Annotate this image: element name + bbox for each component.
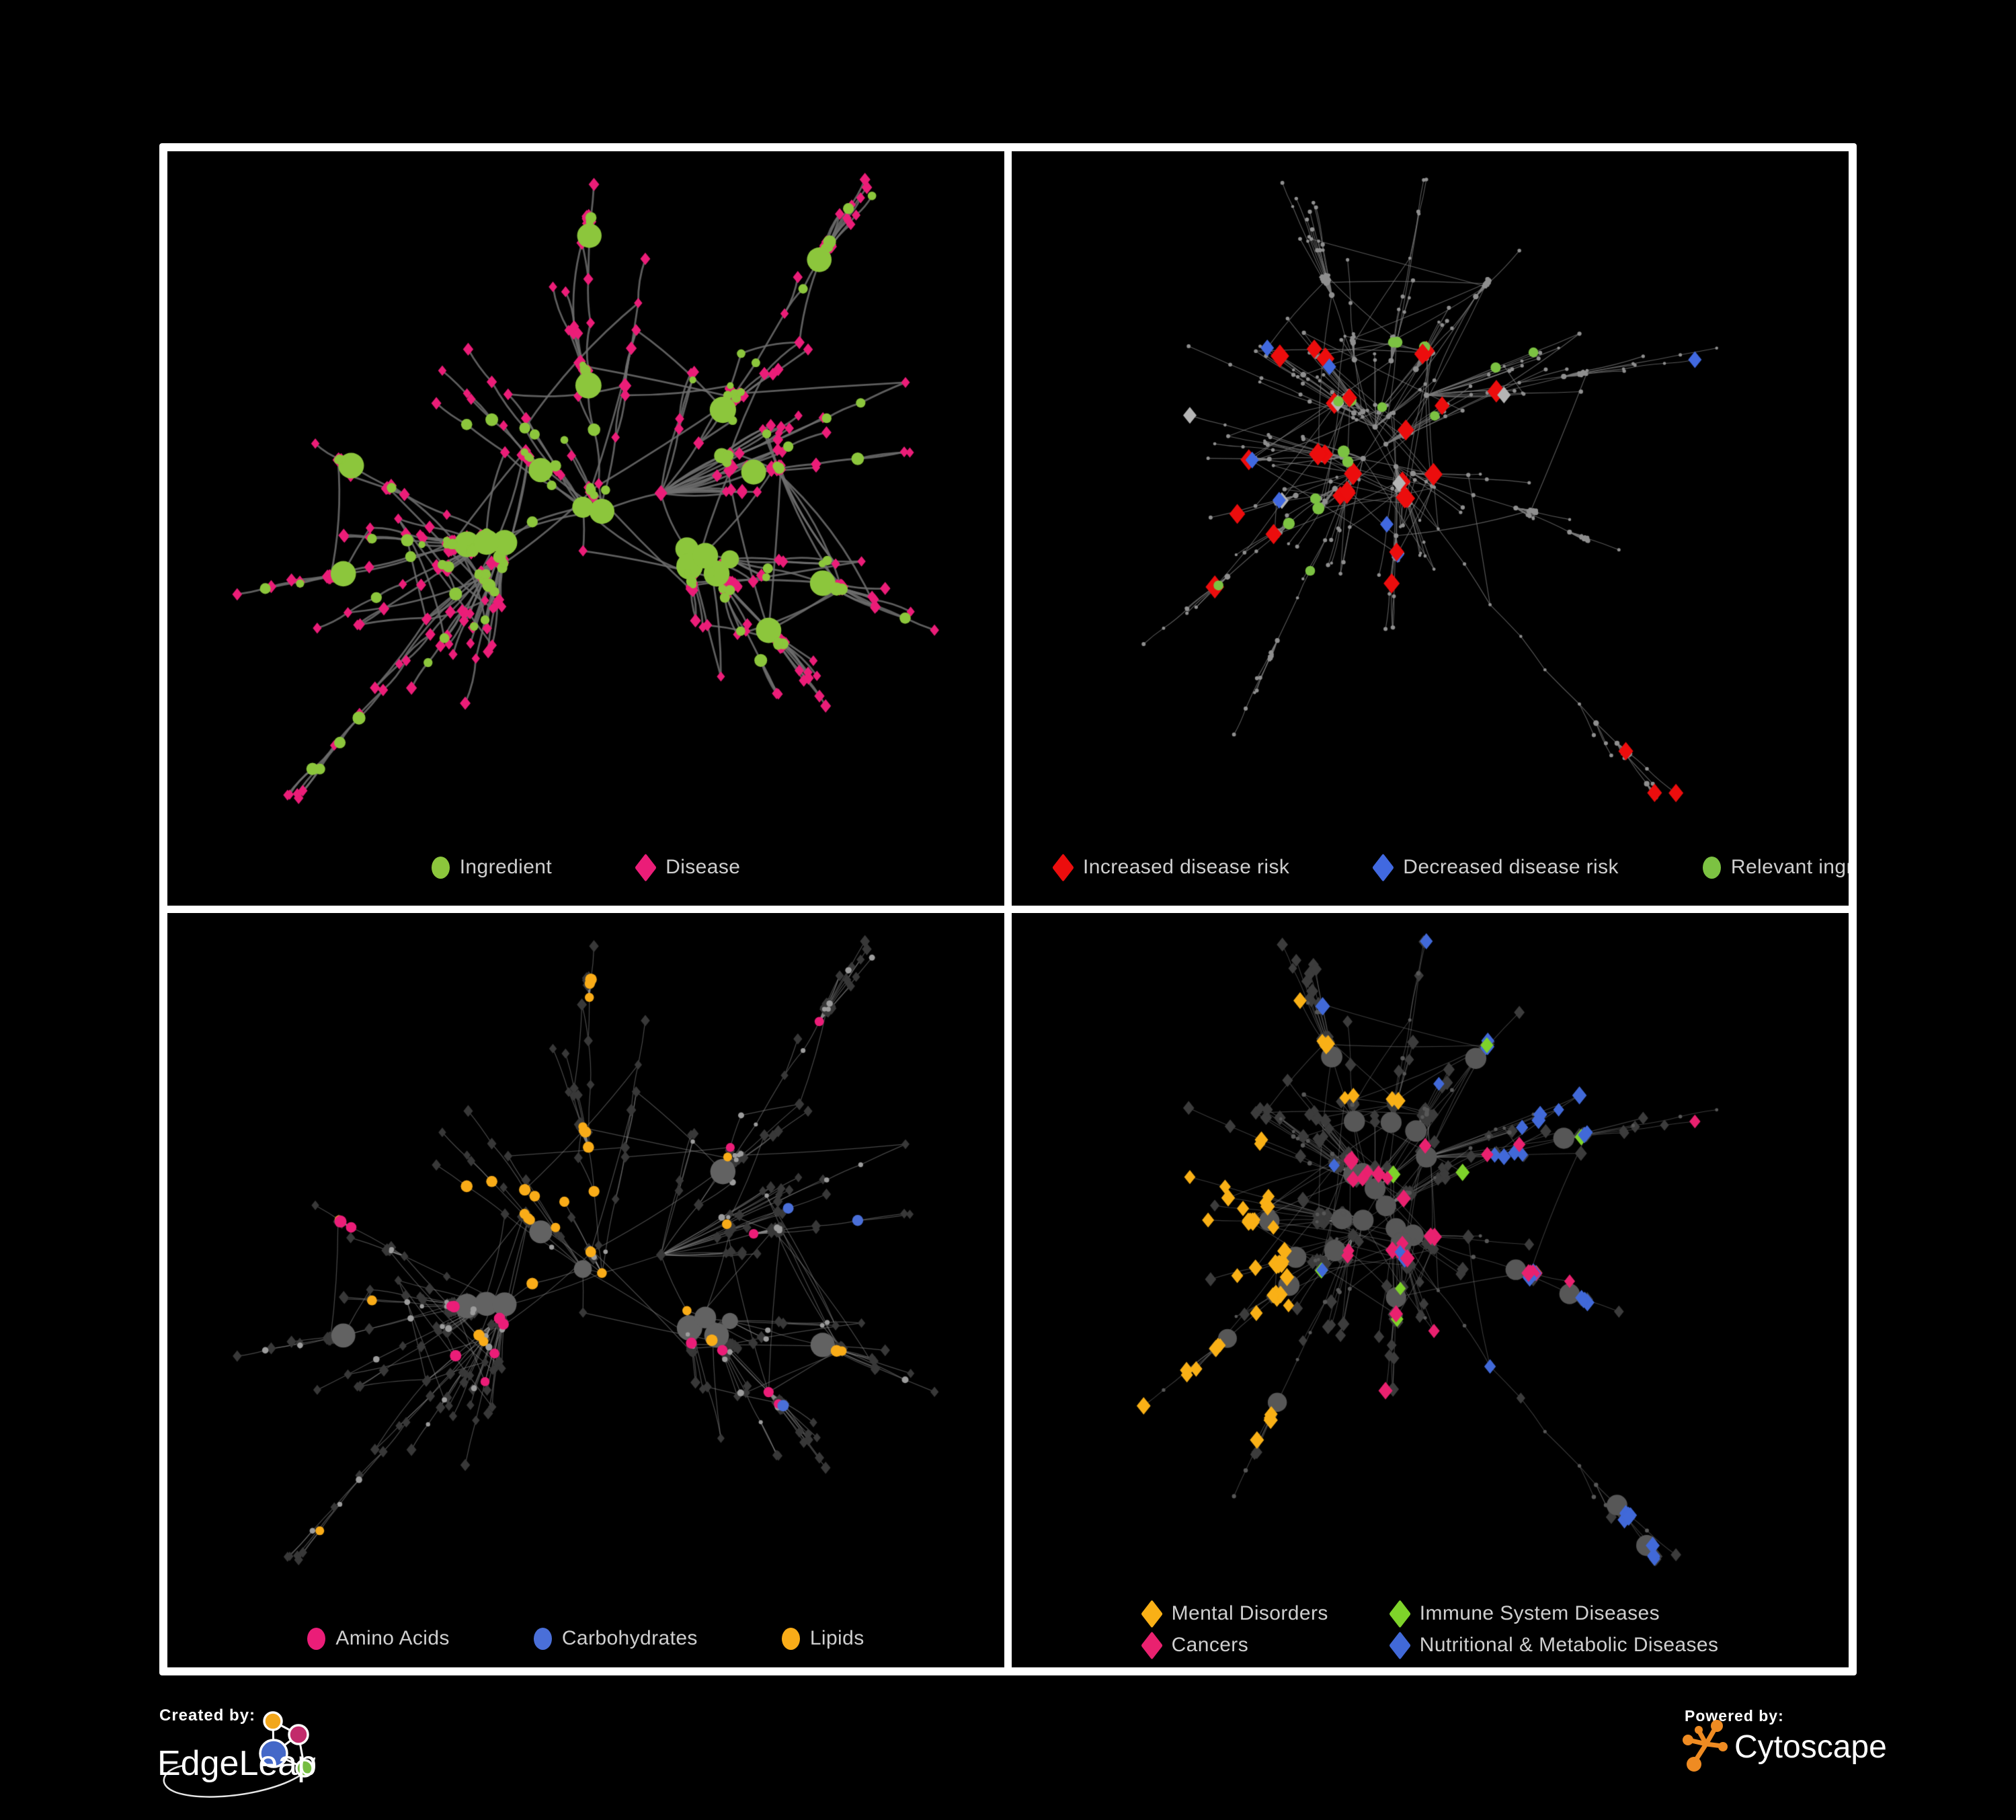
edgeleap-logo-graphic: Created by: EdgeLeap xyxy=(157,1706,317,1798)
panels-frame: Ingredient Disease Increased disease ris… xyxy=(159,143,1857,1675)
legend-item: Ingredient xyxy=(431,856,553,879)
legend-item: Carbohydrates xyxy=(533,1627,698,1650)
cancers-diamond-icon xyxy=(1140,1630,1163,1660)
increased-risk-diamond-icon xyxy=(1052,853,1074,882)
decreased-risk-diamond-icon xyxy=(1372,853,1395,882)
legend-item: Relevant ingredient xyxy=(1702,856,1849,879)
relevant-ingredient-circle-icon xyxy=(1702,856,1721,879)
legend-item: Cancers xyxy=(1140,1630,1328,1660)
legend-item: Increased disease risk xyxy=(1052,853,1290,882)
disease-diamond-icon xyxy=(635,853,657,882)
cytoscape-logo-graphic: Powered by: Cytoscape xyxy=(1683,1707,1887,1772)
legend-label: Cancers xyxy=(1171,1634,1249,1656)
legend-item: Amino Acids xyxy=(307,1627,449,1650)
mental-disorders-diamond-icon xyxy=(1140,1599,1163,1628)
lipids-circle-icon xyxy=(781,1627,800,1650)
legend-label: Carbohydrates xyxy=(561,1627,698,1649)
edgeleap-swoosh xyxy=(163,1757,316,1798)
edgeleap-node-blue xyxy=(259,1739,288,1768)
network-canvas-disease-risk xyxy=(1012,151,1849,906)
legend-label: Ingredient xyxy=(459,856,553,878)
legend-item: Disease xyxy=(635,853,741,882)
legend-item: Immune System Diseases xyxy=(1388,1599,1719,1628)
network-canvas-nutrient-classes xyxy=(167,913,1004,1667)
edgeleap-node-green xyxy=(295,1759,314,1778)
legend-disease-risk: Increased disease risk Decreased disease… xyxy=(1012,853,1849,882)
panel-disease-categories: Mental Disorders Immune System Diseases … xyxy=(1012,913,1849,1667)
created-by-label: Created by: xyxy=(159,1706,255,1725)
edgeleap-node-magenta xyxy=(288,1724,309,1745)
legend-label: Immune System Diseases xyxy=(1419,1602,1660,1624)
legend-label: Lipids xyxy=(809,1627,864,1649)
nutritional-metabolic-diamond-icon xyxy=(1388,1630,1411,1660)
legend-label: Increased disease risk xyxy=(1083,856,1290,878)
carbohydrates-circle-icon xyxy=(533,1627,552,1650)
cytoscape-logo: Powered by: Cytoscape xyxy=(1681,1705,1902,1786)
legend-label: Disease xyxy=(666,856,741,878)
legend-item: Nutritional & Metabolic Diseases xyxy=(1388,1630,1719,1660)
immune-diseases-diamond-icon xyxy=(1388,1599,1411,1628)
amino-acids-circle-icon xyxy=(307,1627,326,1650)
edgeleap-node-orange xyxy=(263,1711,283,1731)
legend-ingredient-disease: Ingredient Disease xyxy=(167,853,1004,882)
legend-item: Mental Disorders xyxy=(1140,1599,1328,1628)
legend-label: Amino Acids xyxy=(335,1627,450,1649)
legend-label: Relevant ingredient xyxy=(1730,856,1849,878)
panel-nutrient-classes: Amino Acids Carbohydrates Lipids xyxy=(167,913,1004,1667)
network-canvas-disease-categories xyxy=(1012,913,1849,1667)
edgeleap-wordmark: EdgeLeap xyxy=(157,1744,317,1783)
legend-label: Nutritional & Metabolic Diseases xyxy=(1419,1634,1719,1656)
legend-nutrient-classes: Amino Acids Carbohydrates Lipids xyxy=(167,1627,1004,1650)
cytoscape-icon xyxy=(1683,1720,1728,1772)
legend-label: Mental Disorders xyxy=(1171,1602,1328,1624)
edgeleap-logo: Created by: EdgeLeap xyxy=(155,1700,350,1807)
ingredient-circle-icon xyxy=(431,856,450,879)
panel-disease-risk: Increased disease risk Decreased disease… xyxy=(1012,151,1849,906)
legend-label: Decreased disease risk xyxy=(1403,856,1619,878)
network-canvas-ingredient-disease xyxy=(167,151,1004,906)
legend-item: Lipids xyxy=(781,1627,864,1650)
cytoscape-wordmark: Cytoscape xyxy=(1734,1729,1887,1765)
legend-item: Decreased disease risk xyxy=(1372,853,1619,882)
legend-disease-categories: Mental Disorders Immune System Diseases … xyxy=(1140,1599,1719,1660)
panel-ingredient-disease: Ingredient Disease xyxy=(167,151,1004,906)
powered-by-label: Powered by: xyxy=(1685,1707,1784,1725)
